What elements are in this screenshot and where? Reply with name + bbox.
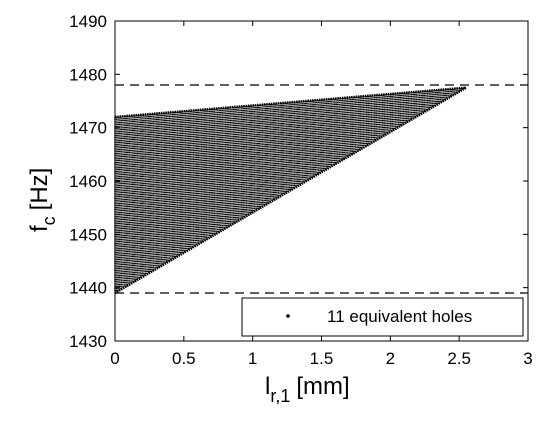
x-tick-label: 2 — [386, 349, 395, 368]
data-boundary-edge — [114, 86, 467, 295]
y-axis-label-main: f — [26, 225, 53, 232]
x-tick-label: 3 — [523, 349, 532, 368]
plot-area — [115, 21, 528, 341]
legend-marker — [286, 314, 290, 318]
data-boundary-edge — [114, 86, 467, 119]
x-tick-label: 1 — [248, 349, 257, 368]
x-axis-label-main: l — [265, 373, 270, 400]
legend-label: 11 equivalent holes — [327, 307, 472, 326]
y-axis-ticks: 1430 1440 1450 1460 1470 1480 1490 — [69, 12, 528, 351]
y-tick-label: 1490 — [69, 12, 107, 31]
x-axis-label-unit: [mm] — [296, 373, 349, 400]
x-tick-label: 2.5 — [447, 349, 471, 368]
y-tick-label: 1480 — [69, 65, 107, 84]
x-axis-label-subscript: r,1 — [270, 386, 290, 406]
y-tick-label: 1450 — [69, 225, 107, 244]
x-tick-label: 0.5 — [172, 349, 196, 368]
y-axis-label: fc [Hz] — [26, 168, 59, 232]
y-tick-label: 1470 — [69, 119, 107, 138]
x-axis-ticks: 0 0.5 1 1.5 2 2.5 3 — [110, 21, 533, 368]
y-axis-label-unit: [Hz] — [26, 168, 53, 211]
data-point-cloud — [114, 86, 467, 295]
x-tick-label: 0 — [110, 349, 119, 368]
y-tick-label: 1440 — [69, 279, 107, 298]
x-axis-label: lr,1 [mm] — [265, 373, 350, 406]
reference-lines — [115, 84, 528, 294]
legend: 11 equivalent holes — [241, 297, 524, 337]
y-axis-label-subscript: c — [39, 216, 59, 225]
x-tick-label: 1.5 — [310, 349, 334, 368]
y-tick-label: 1430 — [69, 332, 107, 351]
y-tick-label: 1460 — [69, 172, 107, 191]
